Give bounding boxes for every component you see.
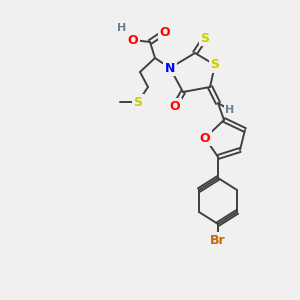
Text: S: S [134,95,142,109]
Text: H: H [225,105,235,115]
Text: O: O [200,131,210,145]
Text: O: O [128,34,138,46]
Text: S: S [211,58,220,71]
Text: Br: Br [210,233,226,247]
Text: O: O [170,100,180,112]
Text: N: N [165,61,175,74]
Text: S: S [200,32,209,44]
Text: H: H [117,23,127,33]
Text: O: O [160,26,170,38]
